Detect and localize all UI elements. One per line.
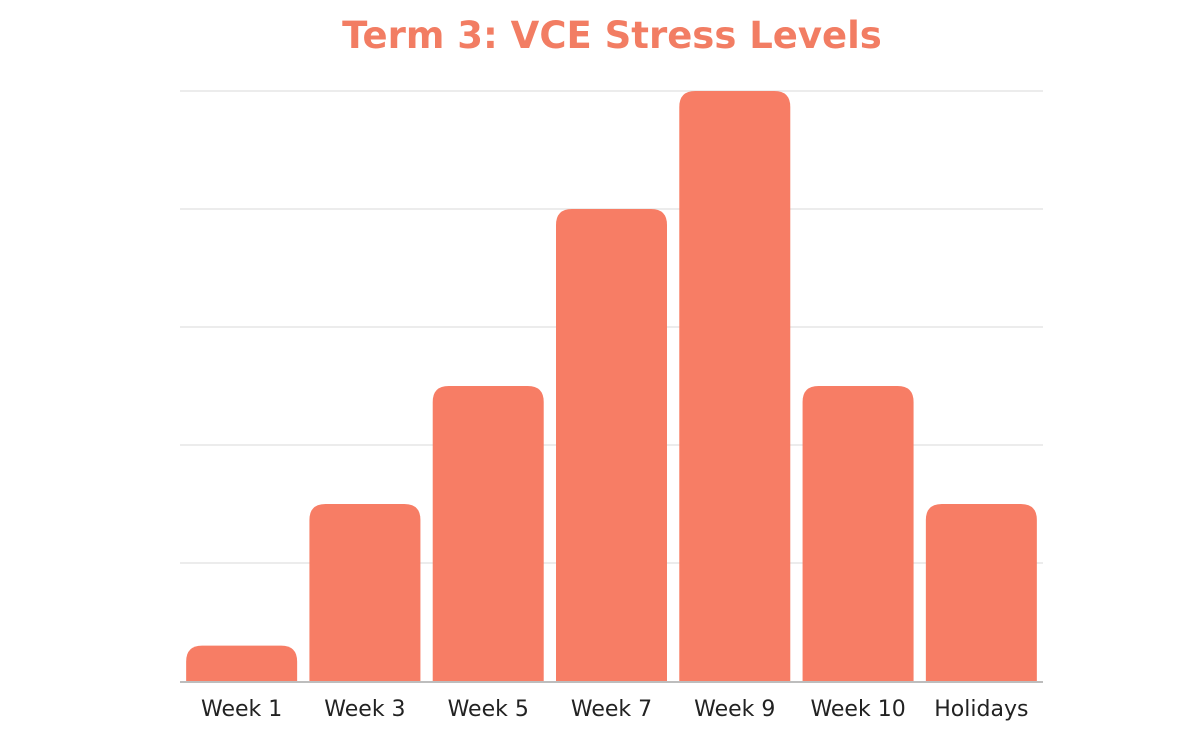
bar-week-10 [802,386,914,681]
bar-holidays [925,504,1037,681]
x-tick-label: Holidays [934,697,1028,722]
bar-week-3 [309,504,421,681]
x-tick-label: Week 9 [694,697,775,722]
bars [186,91,1037,681]
x-tick-labels: Week 1 Week 3 Week 5 Week 7 Week 9 Week 10 Hol… [201,697,1028,722]
bar-week-1 [186,645,298,681]
bar-week-7 [556,209,667,681]
x-tick-label: Week 5 [448,697,529,722]
x-tick-label: Week 1 [201,697,282,722]
x-tick-label: Week 10 [810,697,905,722]
x-tick-label: Week 3 [324,697,405,722]
chart-title: Term 3: VCE Stress Levels [342,14,882,57]
x-tick-label: Week 7 [571,697,652,722]
bar-week-5 [432,386,544,681]
bar-week-9 [679,91,791,681]
